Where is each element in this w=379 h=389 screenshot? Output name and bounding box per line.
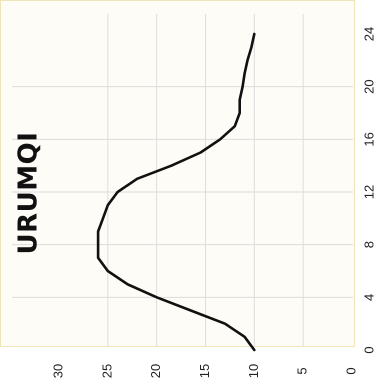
x-tick-label: 0 xyxy=(361,346,376,353)
y-tick-label: 15 xyxy=(197,364,212,378)
plot-panel xyxy=(0,0,355,347)
y-tick-label: 20 xyxy=(148,364,163,378)
y-tick-label: 10 xyxy=(246,364,261,378)
series-line xyxy=(96,32,256,352)
x-tick-label: 4 xyxy=(361,294,376,301)
x-tick-labels: 0 4 8 12 16 20 24 xyxy=(361,27,376,354)
x-tick-label: 16 xyxy=(361,132,376,146)
chart-title: URUMQI xyxy=(14,132,44,255)
x-tick-label: 20 xyxy=(361,79,376,93)
y-tick-label: 30 xyxy=(50,364,65,378)
y-tick-label: 0 xyxy=(343,367,358,374)
series-group xyxy=(96,32,256,352)
x-tick-label: 12 xyxy=(361,185,376,199)
y-tick-labels: 0 5 10 15 20 25 30 xyxy=(50,364,358,378)
y-tick-label: 25 xyxy=(99,364,114,378)
x-tick-label: 24 xyxy=(361,27,376,41)
x-tick-label: 8 xyxy=(361,241,376,248)
y-tick-label: 5 xyxy=(295,367,310,374)
grid-lines xyxy=(12,14,353,346)
